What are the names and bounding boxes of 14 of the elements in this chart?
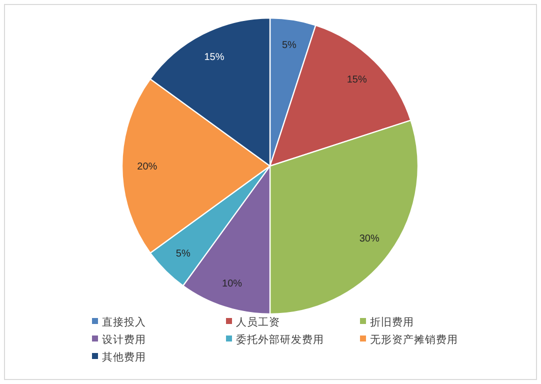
data-label: 30% — [359, 234, 380, 245]
data-label: 15% — [204, 52, 224, 64]
legend-label: 人员工资 — [236, 316, 280, 328]
data-label: 15% — [346, 74, 367, 86]
data-label: 20% — [137, 162, 158, 172]
legend-label: 折旧费用 — [370, 316, 414, 328]
legend-label: 其他费用 — [102, 350, 146, 364]
legend-label: 无形资产摊销费用 — [370, 333, 458, 346]
legend-label: 委托外部研发费用 — [236, 333, 324, 346]
data-label: 5% — [282, 40, 297, 52]
data-label: 5% — [176, 248, 190, 260]
legend-label: 直接投入 — [102, 316, 146, 328]
data-label: 10% — [222, 278, 242, 290]
legend-label: 设计费用 — [102, 333, 146, 346]
